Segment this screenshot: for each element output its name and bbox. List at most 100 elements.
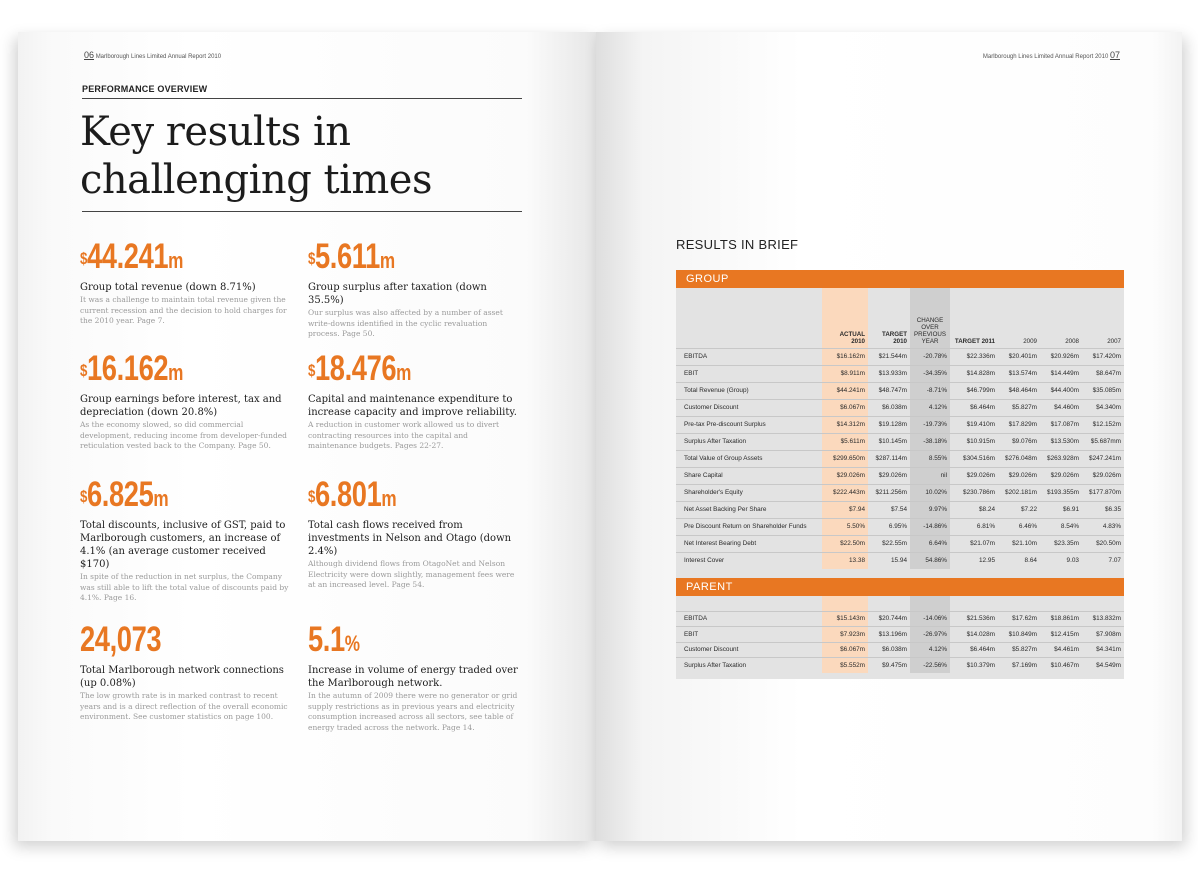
stat-heading: Increase in volume of energy traded over… (308, 665, 518, 689)
table-cell: $23.35m (1040, 534, 1082, 552)
table-cell: $14.449m (1040, 364, 1082, 382)
table-cell: $13.574m (998, 364, 1040, 382)
table-cell: $8.647m (1082, 364, 1124, 382)
table-cell: $17.829m (998, 415, 1040, 433)
table-cell: $287.114m (868, 449, 910, 467)
stat-number: 18.476 (314, 349, 397, 388)
row-label: Net Interest Bearing Debt (676, 534, 822, 552)
table-cell: $14.828m (950, 364, 998, 382)
table-cell: $19.410m (950, 415, 998, 433)
table-cell: $12.415m (1040, 626, 1082, 642)
left-header-text: Marlborough Lines Limited Annual Report … (95, 54, 222, 60)
table-cell: 8.55% (910, 449, 950, 467)
stat-description: In spite of the reduction in net surplus… (80, 572, 289, 602)
section-label: PERFORMANCE OVERVIEW (82, 84, 208, 94)
table-cell: $211.256m (868, 483, 910, 501)
group-header-label (676, 288, 822, 348)
row-label: Pre-tax Pre-discount Surplus (676, 415, 822, 433)
row-label: Customer Discount (676, 641, 822, 658)
row-label: Total Revenue (Group) (676, 381, 822, 399)
row-label: Total Value of Group Assets (676, 449, 822, 467)
stat-suffix: m (381, 486, 397, 511)
table-cell: $35.085m (1082, 381, 1124, 399)
stat-suffix: m (168, 248, 184, 273)
table-cell: $247.241m (1082, 449, 1124, 467)
table-cell: $7.908m (1082, 626, 1124, 642)
table-cell: -38.18% (910, 432, 950, 450)
stat-prefix: $ (308, 361, 315, 380)
stat-description: It was a challenge to maintain total rev… (80, 295, 287, 325)
table-cell: $17.62m (998, 610, 1040, 627)
table-cell: $20.926m (1040, 347, 1082, 365)
stat-value: $5.611m (308, 239, 472, 279)
row-label: Interest Cover (676, 551, 822, 569)
table-cell: $14.312m (822, 415, 868, 433)
table-cell: $44.400m (1040, 381, 1082, 399)
row-label: Share Capital (676, 466, 822, 484)
stat-block: $5.611m Group surplus after taxation (do… (308, 239, 518, 340)
title-line-2: challenging times (80, 157, 433, 203)
table-cell: 54.86% (910, 551, 950, 569)
table-row: Net Asset Backing Per Share $7.94 $7.54 9.9… (676, 500, 1124, 518)
table-cell: $6.038m (868, 641, 910, 658)
parent-table-title: PARENT (676, 578, 1124, 596)
group-table: ACTUAL 2010 TARGET 2010 CHANGE OVER PREV… (676, 288, 1124, 569)
row-label: EBIT (676, 364, 822, 382)
table-cell: $4.341m (1082, 641, 1124, 658)
group-header-2007: 2007 (1107, 337, 1121, 345)
group-table-title: GROUP (676, 270, 1124, 288)
table-cell: $9.076m (998, 432, 1040, 450)
group-header-2009: 2009 (1023, 337, 1037, 345)
table-cell: 4.83% (1082, 517, 1124, 535)
table-cell: $299.650m (822, 449, 868, 467)
table-cell: $7.22 (998, 500, 1040, 518)
row-label: Net Asset Backing Per Share (676, 500, 822, 518)
table-row: Pre-tax Pre-discount Surplus $14.312m $19.… (676, 415, 1124, 433)
row-label: EBITDA (676, 610, 822, 627)
parent-table-block: PARENT EBITDA $15.143m $20.744m -14.06% $21.… (676, 578, 1124, 679)
table-row: Customer Discount $6.067m $6.038m 4.12% $6.4… (676, 398, 1124, 416)
table-cell: $7.94 (822, 500, 868, 518)
table-cell: $5.827m (998, 398, 1040, 416)
table-cell: $10.849m (998, 626, 1040, 642)
table-cell: 13.38 (822, 551, 868, 569)
row-label: Surplus After Taxation (676, 432, 822, 450)
table-cell: $9.475m (868, 657, 910, 673)
table-cell: 4.12% (910, 398, 950, 416)
table-row: Total Revenue (Group) $44.241m $48.747m -8.… (676, 381, 1124, 399)
table-cell: $222.443m (822, 483, 868, 501)
table-cell: $7.923m (822, 626, 868, 642)
table-cell: $13.832m (1082, 610, 1124, 627)
table-cell: $4.549m (1082, 657, 1124, 673)
table-cell: -26.97% (910, 626, 950, 642)
table-cell: $20.401m (998, 347, 1040, 365)
table-cell: -34.35% (910, 364, 950, 382)
table-row: Pre Discount Return on Shareholder Funds… (676, 517, 1124, 535)
stat-prefix: $ (308, 487, 315, 506)
table-cell: $10.467m (1040, 657, 1082, 673)
table-cell: $13.196m (868, 626, 910, 642)
parent-table-body: EBITDA $15.143m $20.744m -14.06% $21.536m $17… (676, 596, 1124, 679)
group-header-target-2010: TARGET 2010 (882, 330, 907, 345)
table-cell: $13.933m (868, 364, 910, 382)
table-row: Share Capital $29.026m $29.026m nil $29.026m… (676, 466, 1124, 484)
row-label: Pre Discount Return on Shareholder Funds (676, 517, 822, 535)
table-cell: $10.915m (950, 432, 998, 450)
stat-block: $6.825m Total discounts, inclusive of GS… (80, 477, 290, 604)
results-title: RESULTS IN BRIEF (676, 237, 799, 252)
table-cell: $22.55m (868, 534, 910, 552)
table-cell: -20.78% (910, 347, 950, 365)
table-row: Surplus After Taxation $5.611m $10.145m -38… (676, 432, 1124, 450)
table-cell: $29.026m (1082, 466, 1124, 484)
table-cell: $5.552m (822, 657, 868, 673)
stat-value: $18.476m (308, 351, 472, 391)
table-cell: -14.86% (910, 517, 950, 535)
table-cell: -14.06% (910, 610, 950, 627)
table-cell: -8.71% (910, 381, 950, 399)
table-cell: $48.747m (868, 381, 910, 399)
stat-block: $6.801m Total cash flows received from i… (308, 477, 518, 591)
parent-table: EBITDA $15.143m $20.744m -14.06% $21.536m $17… (676, 596, 1124, 673)
table-cell: $12.152m (1082, 415, 1124, 433)
table-cell: $263.928m (1040, 449, 1082, 467)
table-cell: $29.026m (1040, 466, 1082, 484)
